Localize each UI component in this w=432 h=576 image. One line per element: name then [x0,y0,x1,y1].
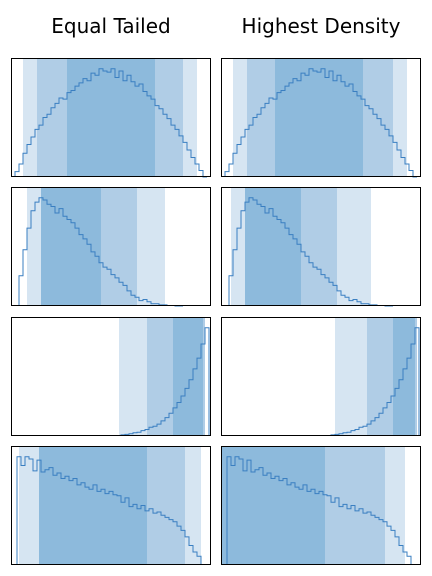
band-inner [393,317,415,436]
histogram-line [224,68,417,178]
chart-svg-4 [11,317,211,436]
histogram-line [228,197,393,307]
panel-6 [11,446,211,565]
histogram-line [226,456,412,565]
plot-frame [11,58,211,177]
chart-svg-3 [221,187,421,307]
histogram-line [16,456,202,565]
histogram-line [14,68,207,178]
band-inner [41,187,101,306]
plot-frame [221,317,421,436]
band-inner [173,317,203,436]
histogram-line [18,197,183,307]
chart-svg-7 [221,446,421,565]
panel-2 [11,187,211,307]
panel-1 [221,58,421,178]
histogram-line [322,327,420,436]
band-inner [39,446,147,565]
panel-7 [221,446,421,565]
panel-4 [11,317,211,436]
chart-svg-5 [221,317,421,436]
column-title-highest-density: Highest Density [241,14,401,38]
panel-3 [221,187,421,307]
chart-svg-2 [11,187,211,307]
chart-svg-0 [11,58,211,178]
plot-frame [221,187,421,306]
band-inner [245,187,301,306]
column-title-equal-tailed: Equal Tailed [51,14,171,38]
chart-svg-6 [11,446,211,565]
plot-frame [11,446,211,565]
plot-frame [11,317,211,436]
chart-svg-1 [221,58,421,178]
band-inner [221,446,325,565]
plot-frame [221,446,421,565]
plot-frame [221,58,421,177]
histogram-line [112,327,210,436]
panel-5 [221,317,421,436]
band-inner [67,58,155,177]
plot-frame [11,187,211,306]
panel-0 [11,58,211,178]
band-inner [275,58,363,177]
